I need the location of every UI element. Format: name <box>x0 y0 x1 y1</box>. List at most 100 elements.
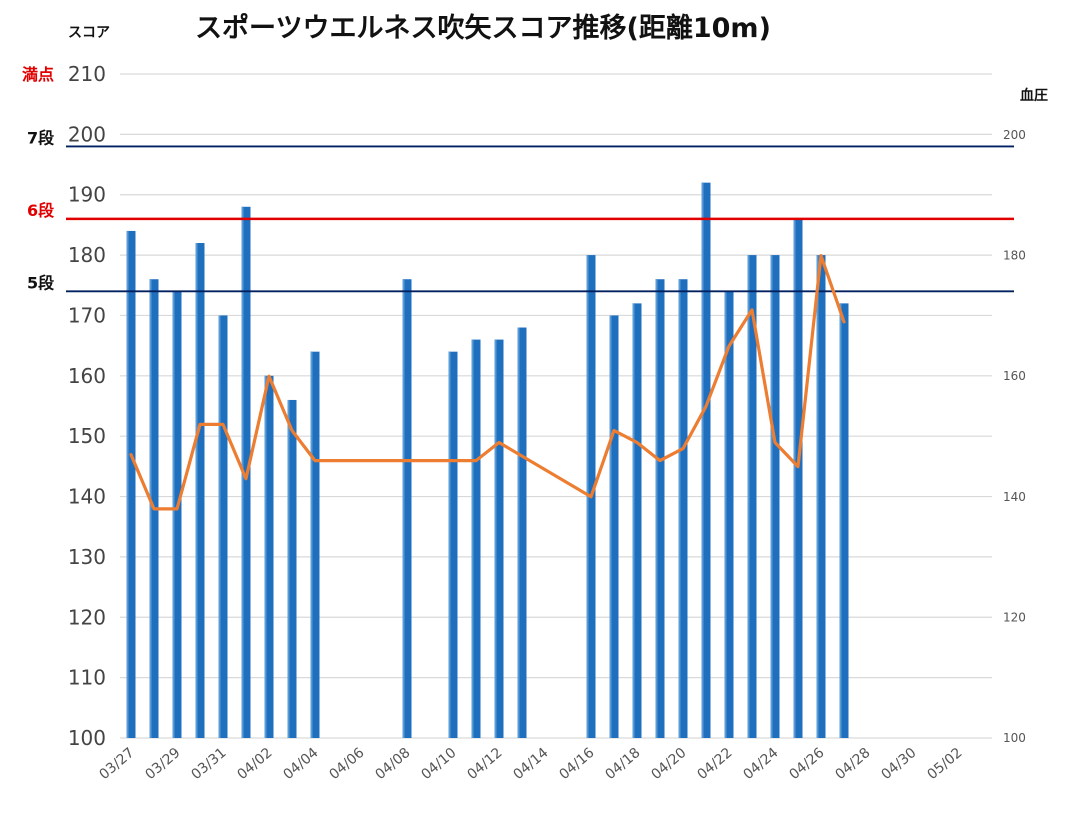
score-bar-highlight <box>724 291 727 738</box>
line-series <box>129 254 846 511</box>
x-tick-label: 05/02 <box>924 745 965 783</box>
x-tick-label: 04/22 <box>694 745 735 783</box>
score-bar <box>517 327 527 738</box>
score-bar-highlight <box>655 279 658 738</box>
score-bar-highlight <box>402 279 405 738</box>
y-left-tick-label: 130 <box>68 545 106 569</box>
score-bar <box>816 255 826 738</box>
score-bar-highlight <box>264 375 267 738</box>
score-bar <box>287 399 297 738</box>
reference-line-label: 満点 <box>22 65 54 84</box>
score-bar-highlight <box>747 255 750 738</box>
score-bar <box>632 303 642 738</box>
score-bar <box>747 255 757 738</box>
y-left-axis-label: スコア <box>68 25 110 41</box>
y-left-tick-label: 180 <box>68 243 106 267</box>
y-left-tick-label: 190 <box>68 183 106 207</box>
score-bar-highlight <box>195 243 198 738</box>
y-right-tick-label: 200 <box>1003 128 1026 142</box>
x-tick-label: 04/24 <box>740 745 781 783</box>
x-tick-label: 04/12 <box>464 745 505 783</box>
y-left-ticks: 100 110 120 130 140 150 160 170 180 190 200 210 <box>68 62 106 750</box>
score-bar-highlight <box>609 315 612 738</box>
score-bar <box>793 218 803 738</box>
x-tick-label: 04/28 <box>832 745 873 783</box>
reference-lines: 満点 7段 6段 5段 <box>22 65 1014 292</box>
y-left-tick-label: 140 <box>68 485 106 509</box>
x-tick-label: 03/27 <box>96 745 137 783</box>
x-tick-label: 04/16 <box>556 745 597 783</box>
score-bar-highlight <box>494 339 497 738</box>
score-bar-highlight <box>770 255 773 738</box>
x-tick-label: 04/08 <box>372 745 413 783</box>
score-bar <box>172 291 182 738</box>
score-bar-highlight <box>287 399 290 738</box>
x-tick-label: 04/18 <box>602 745 643 783</box>
score-bar-highlight <box>172 291 175 738</box>
score-bar-highlight <box>310 351 313 738</box>
score-bar-highlight <box>816 255 819 738</box>
reference-line-label: 7段 <box>27 128 55 147</box>
score-bar <box>218 315 228 738</box>
score-bar <box>195 243 205 738</box>
score-bar-highlight <box>632 303 635 738</box>
y-right-tick-label: 120 <box>1003 610 1026 624</box>
score-bar-highlight <box>701 182 704 738</box>
score-bar-highlight <box>793 218 796 738</box>
x-tick-label: 04/26 <box>786 745 827 783</box>
score-bar <box>402 279 412 738</box>
score-bar-highlight <box>149 279 152 738</box>
score-bar-highlight <box>448 351 451 738</box>
score-bar <box>494 339 504 738</box>
reference-line-label: 6段 <box>27 201 55 220</box>
score-bar-highlight <box>471 339 474 738</box>
score-bar <box>678 279 688 738</box>
score-bar-highlight <box>678 279 681 738</box>
score-bar-highlight <box>839 303 842 738</box>
x-ticks: 03/27 03/29 03/31 04/02 04/04 04/06 04/08 04/10… <box>96 745 965 783</box>
score-bar <box>655 279 665 738</box>
y-left-tick-label: 170 <box>68 303 106 327</box>
x-tick-label: 04/30 <box>878 745 919 783</box>
x-tick-label: 03/31 <box>188 745 229 783</box>
y-left-tick-label: 210 <box>68 62 106 86</box>
score-bar <box>839 303 849 738</box>
chart-title: スポーツウエルネス吹矢スコア推移(距離10m) <box>195 12 771 44</box>
bar-series <box>126 182 849 739</box>
blood-pressure-line <box>129 254 846 511</box>
x-tick-label: 04/10 <box>418 745 459 783</box>
y-right-tick-label: 160 <box>1003 369 1026 383</box>
y-right-axis-label: 血圧 <box>1020 87 1048 104</box>
y-left-tick-label: 160 <box>68 364 106 388</box>
score-bar <box>310 351 320 738</box>
x-tick-label: 04/06 <box>326 745 367 783</box>
score-bar <box>770 255 780 738</box>
y-right-tick-label: 140 <box>1003 490 1026 504</box>
score-bar <box>471 339 481 738</box>
y-left-tick-label: 110 <box>68 666 106 690</box>
score-bar <box>724 291 734 738</box>
y-left-tick-label: 120 <box>68 605 106 629</box>
gridlines <box>120 73 992 739</box>
y-left-tick-label: 150 <box>68 424 106 448</box>
y-left-tick-label: 100 <box>68 726 106 750</box>
score-bar <box>609 315 619 738</box>
reference-line-label: 5段 <box>27 273 55 292</box>
x-tick-label: 04/14 <box>510 745 551 783</box>
y-right-tick-label: 180 <box>1003 249 1026 263</box>
x-tick-label: 04/02 <box>234 745 275 783</box>
y-left-tick-label: 200 <box>68 122 106 146</box>
y-right-ticks: 100 120 140 160 180 200 <box>1003 128 1026 745</box>
score-bar <box>701 182 711 738</box>
score-bar <box>264 375 274 738</box>
y-right-tick-label: 100 <box>1003 731 1026 745</box>
x-tick-label: 04/20 <box>648 745 689 783</box>
score-bar <box>126 230 136 739</box>
x-tick-label: 04/04 <box>280 745 321 783</box>
score-bar-highlight <box>517 327 520 738</box>
score-bar-highlight <box>126 230 129 739</box>
score-bar-highlight <box>218 315 221 738</box>
x-tick-label: 03/29 <box>142 745 183 783</box>
score-bar <box>448 351 458 738</box>
